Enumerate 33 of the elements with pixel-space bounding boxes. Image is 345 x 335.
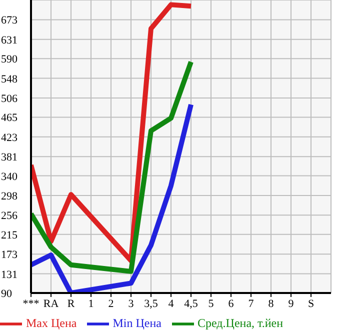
x-tick-label: 4 bbox=[168, 298, 174, 310]
x-tick-label: R bbox=[67, 298, 76, 310]
y-tick-label: 131 bbox=[1, 268, 18, 281]
y-tick-label: 423 bbox=[1, 132, 18, 144]
legend-label: Min Цена bbox=[112, 316, 162, 330]
y-tick-label: 298 bbox=[1, 190, 18, 202]
x-tick-label: *** bbox=[22, 298, 40, 310]
x-tick-label: 4,5 bbox=[184, 298, 198, 310]
x-tick-label: 5 bbox=[208, 298, 214, 310]
y-tick-label: 90 bbox=[1, 288, 12, 300]
x-tick-label: 2 bbox=[108, 298, 114, 310]
y-tick-label: 548 bbox=[1, 73, 18, 86]
x-tick-label: 3 bbox=[128, 298, 134, 310]
x-tick-label: 9 bbox=[288, 298, 294, 310]
x-tick-label: S bbox=[308, 298, 314, 310]
y-tick-label: 173 bbox=[1, 249, 18, 262]
x-tick-label: RA bbox=[43, 298, 59, 310]
y-tick-label: 256 bbox=[1, 210, 18, 222]
x-tick-label: 8 bbox=[268, 298, 274, 310]
x-tick-label: 7 bbox=[248, 298, 254, 310]
y-tick-label: 340 bbox=[1, 170, 18, 183]
x-tick-label: 3,5 bbox=[144, 298, 158, 310]
y-tick-label: 631 bbox=[1, 34, 18, 46]
x-tick-label: 1 bbox=[88, 298, 94, 310]
x-tick-label: 6 bbox=[228, 298, 234, 310]
y-tick-label: 506 bbox=[1, 92, 18, 105]
legend-label: Max Цена bbox=[26, 316, 77, 330]
y-tick-label: 590 bbox=[1, 54, 18, 66]
y-tick-label: 673 bbox=[1, 14, 18, 27]
y-tick-label: 465 bbox=[1, 112, 18, 124]
legend-label: Сред.Цена, т.йен bbox=[198, 316, 284, 330]
y-tick-label: 215 bbox=[1, 229, 18, 242]
y-tick-label: 381 bbox=[1, 152, 18, 164]
